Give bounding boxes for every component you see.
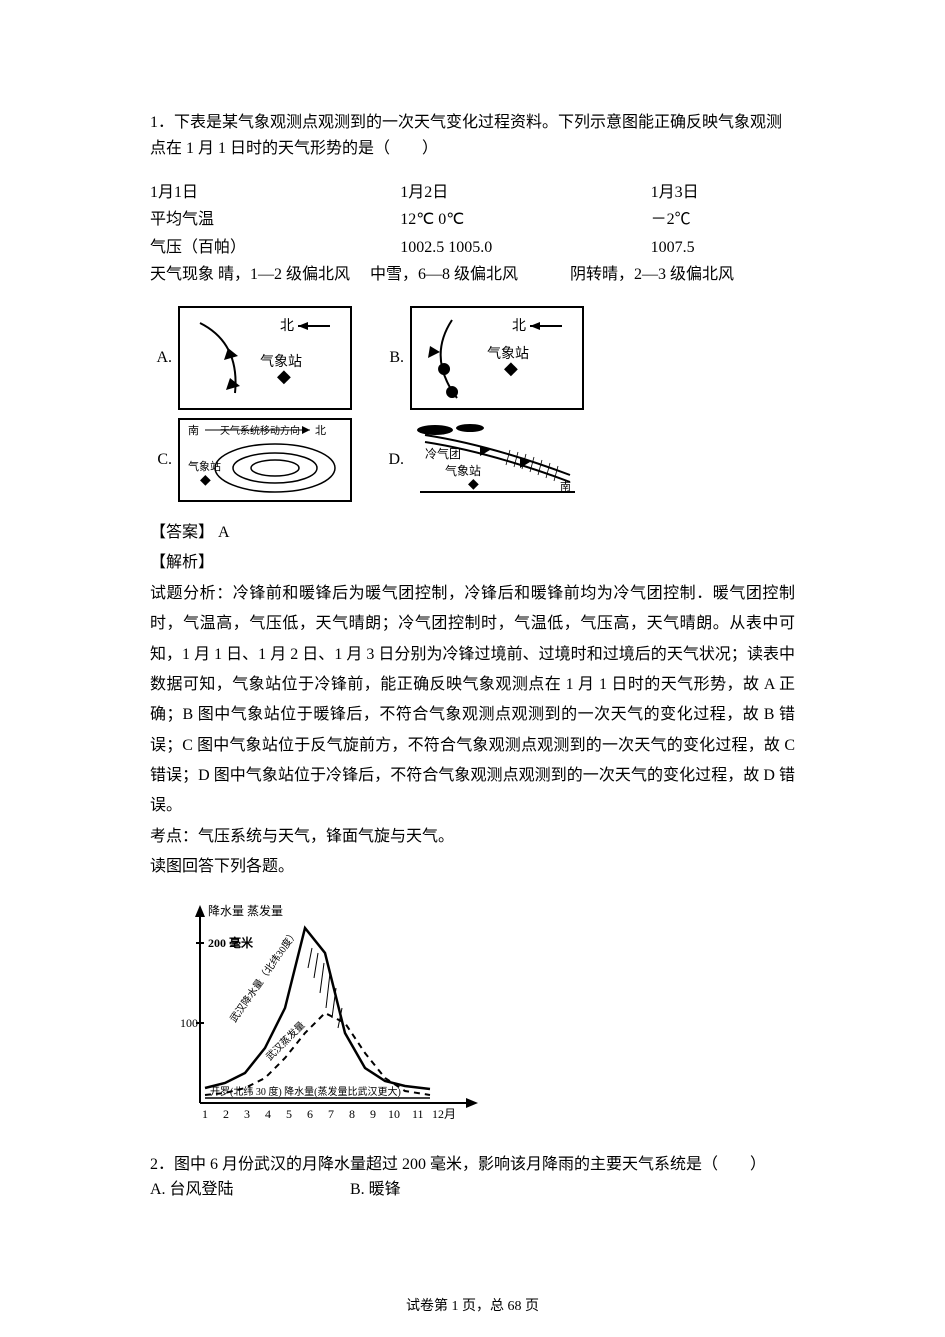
table-row: 天气现象 晴，1—2 级偏北风 中雪，6—8 级偏北风 阴转晴，2—3 级偏北风 [150, 261, 795, 288]
row-press-label: 气压（百帕） [150, 234, 400, 261]
opt-d-label: D. [382, 451, 404, 469]
svg-text:1: 1 [202, 1107, 208, 1121]
row-temp-3: －2℃ [651, 206, 795, 233]
answer-label: 【答案】 A [150, 518, 795, 548]
south-label: 南 [560, 480, 571, 493]
north-label: 北 [280, 318, 294, 334]
opt-c-label: C. [150, 451, 172, 469]
y-100-label: 100 [180, 1016, 198, 1030]
svg-text:12月: 12月 [432, 1107, 456, 1121]
q2-intro: 读图回答下列各题。 [150, 852, 795, 882]
north-label: 北 [512, 318, 526, 334]
row-temp-label: 平均气温 [150, 206, 400, 233]
kaodian-text: 气压系统与天气，锋面气旋与天气。 [198, 828, 454, 845]
table-row: 1月1日 1月2日 1月3日 [150, 179, 795, 206]
q2-opt-b: B. 暖锋 [350, 1177, 401, 1203]
diagram-b: 北 气象站 ◆ [410, 306, 584, 410]
diagram-c: 南 天气系统移动方向 北 气象站 ◆ [178, 418, 352, 502]
table-row: 气压（百帕） 1002.5 1005.0 1007.5 [150, 234, 795, 261]
north-label: 北 [315, 424, 326, 437]
svg-text:8: 8 [349, 1107, 355, 1121]
south-label: 南 [188, 424, 199, 437]
series-cairo: 开罗(北纬 30 度) 降水量(蒸发量比武汉更大) [210, 1085, 401, 1098]
svg-text:◆: ◆ [200, 473, 211, 488]
table-row: 平均气温 12℃ 0℃ －2℃ [150, 206, 795, 233]
svg-text:11: 11 [412, 1107, 424, 1121]
svg-text:2: 2 [223, 1107, 229, 1121]
q2-opt-a: A. 台风登陆 [150, 1177, 350, 1203]
svg-text:3: 3 [244, 1107, 250, 1121]
svg-text:◆: ◆ [504, 358, 518, 378]
opt-b-label: B. [382, 349, 404, 367]
row-press-3: 1007.5 [651, 234, 795, 261]
th-date2: 1月2日 [400, 179, 650, 206]
analysis-text: 试题分析：冷锋前和暖锋后为暖气团控制，冷锋后和暖锋前均为冷气团控制．暖气团控制时… [150, 579, 795, 822]
analysis-label: 【解析】 [150, 548, 795, 578]
svg-text:◆: ◆ [468, 477, 479, 492]
row-wx-2: 中雪，6—8 级偏北风 [370, 261, 570, 288]
station-label: 气象站 [445, 463, 481, 478]
opt-a-label: A. [150, 349, 172, 367]
q1-table: 1月1日 1月2日 1月3日 平均气温 12℃ 0℃ －2℃ 气压（百帕） 10… [150, 179, 795, 288]
th-date3: 1月3日 [651, 179, 795, 206]
svg-text:9: 9 [370, 1107, 376, 1121]
page-footer: 试卷第 1 页，总 68 页 [0, 1295, 945, 1315]
x-axis-ticks: 1 2 3 4 5 6 7 8 9 10 11 12月 [202, 1107, 456, 1121]
y-200-label: 200 毫米 [208, 935, 254, 950]
svg-text:4: 4 [265, 1107, 271, 1121]
q2-stem: 2．图中 6 月份武汉的月降水量超过 200 毫米，影响该月降雨的主要天气系统是… [150, 1152, 795, 1178]
coldmass-label: 冷气团 [425, 446, 461, 461]
diagram-group: A. 北 气象站 ◆ B. [150, 306, 795, 502]
th-date1: 1月1日 [150, 179, 400, 206]
diagram-a: 北 气象站 ◆ [178, 306, 352, 410]
row-wx-3: 阴转晴，2—3 级偏北风 [570, 261, 790, 288]
svg-text:10: 10 [388, 1107, 400, 1121]
row-press-12: 1002.5 1005.0 [400, 234, 650, 261]
svg-text:◆: ◆ [277, 366, 291, 386]
precip-chart: 降水量 蒸发量 200 毫米 100 武汉降水量（北纬30度） 武汉蒸发量 开罗… [150, 893, 795, 1138]
q1-stem: 1．下表是某气象观测点观测到的一次天气变化过程资料。下列示意图能正确反映气象观测… [150, 110, 795, 161]
station-label: 气象站 [188, 459, 221, 473]
sysdir-label: 天气系统移动方向 [220, 424, 300, 437]
diagram-d: 冷气团 气象站 ◆ 南 [410, 420, 580, 500]
svg-text:7: 7 [328, 1107, 334, 1121]
row-temp-12: 12℃ 0℃ [400, 206, 650, 233]
svg-text:5: 5 [286, 1107, 292, 1121]
svg-text:6: 6 [307, 1107, 313, 1121]
kaodian-label: 考点： [150, 828, 198, 845]
y-axis-label: 降水量 蒸发量 [208, 903, 283, 918]
row-wx-1: 天气现象 晴，1—2 级偏北风 [150, 261, 370, 288]
